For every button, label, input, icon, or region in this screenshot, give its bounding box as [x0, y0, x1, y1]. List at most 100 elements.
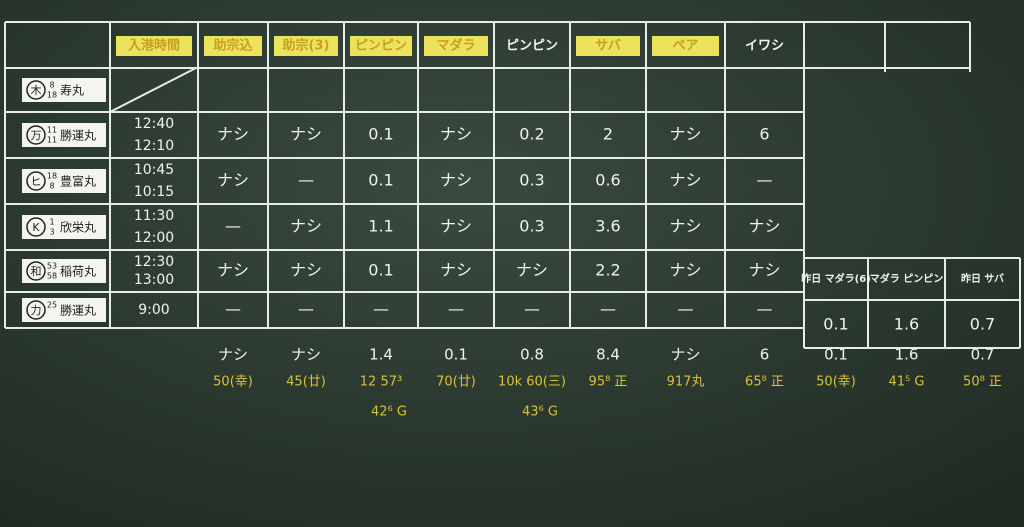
catch-value: ナシ	[516, 261, 548, 280]
ship-mark: ヒ	[31, 175, 42, 188]
arrival-time: 13:00	[134, 272, 174, 288]
price-value: 65⁸ 正	[745, 375, 784, 390]
catch-value: 0.3	[519, 217, 544, 236]
ship-mark: K	[32, 221, 40, 234]
ship-number-bottom: 58	[47, 272, 57, 281]
catch-value: 1.1	[368, 217, 393, 236]
catch-value: —	[298, 171, 314, 190]
ship-name: 豊富丸	[60, 175, 96, 189]
ship-number-top: 11	[47, 126, 57, 135]
header-label: 入港時間	[127, 38, 180, 54]
ship-name: 欣栄丸	[60, 221, 96, 235]
arrival-time: 12:30	[134, 254, 174, 270]
price-value: 95⁸ 正	[589, 375, 628, 390]
ship-label	[22, 169, 106, 193]
extra-header: マダラ ピンピン	[870, 272, 943, 285]
header-highlight	[652, 36, 719, 56]
ship-name: 勝運丸	[60, 128, 96, 143]
ship-mark-circle	[26, 125, 46, 145]
catch-value: —	[678, 300, 694, 319]
catch-value: 3.6	[595, 217, 620, 236]
catch-value: ナシ	[217, 171, 249, 190]
header-highlight	[274, 36, 338, 56]
arrival-time: 10:45	[134, 162, 174, 178]
catch-value: ナシ	[290, 125, 322, 144]
extra-value: 1.6	[894, 315, 919, 334]
ship-label	[22, 259, 106, 283]
catch-value: ナシ	[669, 217, 701, 236]
price-value: 917丸	[667, 375, 705, 390]
header-highlight	[204, 36, 262, 56]
ship-label	[22, 78, 106, 102]
catch-value: —	[225, 300, 241, 319]
catch-value: —	[448, 300, 464, 319]
catch-value: ナシ	[669, 125, 701, 144]
ship-number-top: 1	[49, 218, 54, 227]
price-value: 41⁵ G	[889, 375, 925, 390]
catch-value: 0.1	[368, 171, 393, 190]
catch-value: ナシ	[290, 261, 322, 280]
extra-header: 昨日 サバ	[961, 272, 1004, 285]
total-value: ナシ	[670, 346, 700, 364]
header-highlight	[424, 36, 488, 56]
header-label: ピンピン	[506, 39, 558, 54]
extra-value: 0.7	[970, 315, 995, 334]
ship-mark: 和	[31, 265, 42, 278]
ship-number-top: 53	[47, 262, 57, 271]
price-value: 50⁸ 正	[963, 375, 1002, 390]
ship-mark-circle	[26, 80, 46, 100]
header-highlight	[576, 36, 640, 56]
catch-value: ナシ	[669, 171, 701, 190]
arrival-time: 11:30	[134, 208, 174, 224]
arrival-time: 9:00	[138, 302, 169, 318]
catch-value: 2.2	[595, 261, 620, 280]
ship-name: 稲荷丸	[60, 265, 96, 279]
extra-header: 昨日 マダラ(6)	[801, 272, 871, 285]
header-label: イワシ	[745, 39, 784, 54]
catch-value: ナシ	[290, 217, 322, 236]
catch-value: —	[600, 300, 616, 319]
catch-value: —	[757, 300, 773, 319]
catch-value: ナシ	[748, 217, 780, 236]
ship-number-bottom: 3	[49, 228, 54, 237]
total-value: 1.6	[895, 346, 919, 364]
header-label: ペア	[672, 39, 698, 54]
total-value: ナシ	[218, 346, 248, 364]
ship-mark-circle	[26, 217, 46, 237]
extra-value: 0.1	[823, 315, 848, 334]
header-label: 助宗(3)	[283, 38, 330, 54]
ship-mark: 力	[31, 304, 42, 317]
ship-number-bottom: 8	[49, 182, 54, 191]
catch-value: ナシ	[440, 217, 472, 236]
catch-value: ナシ	[440, 261, 472, 280]
catch-value: 0.6	[595, 171, 620, 190]
ship-number-top: 18	[47, 172, 57, 181]
catch-value: ナシ	[440, 125, 472, 144]
catch-value: 0.3	[519, 171, 544, 190]
price-value: 50(幸)	[816, 375, 856, 390]
catch-value: 0.1	[368, 125, 393, 144]
ship-number-top: 8	[49, 81, 54, 90]
catch-value: ナシ	[440, 171, 472, 190]
price-value: 12 57³	[360, 375, 402, 390]
catch-value: ナシ	[669, 261, 701, 280]
price-value: 42⁶ G	[371, 405, 407, 420]
catch-value: —	[757, 171, 773, 190]
ship-number-top: 25	[47, 301, 57, 310]
arrival-time: 10:15	[134, 184, 174, 200]
total-value: 0.7	[971, 346, 995, 364]
header-highlight	[350, 36, 412, 56]
catch-value: —	[524, 300, 540, 319]
catch-value: ナシ	[217, 125, 249, 144]
header-label: ピンピン	[355, 39, 407, 54]
ship-label	[22, 215, 106, 239]
ship-label	[22, 298, 106, 322]
total-value: 8.4	[596, 346, 620, 364]
price-value: 10k 60(三)	[498, 375, 566, 390]
catch-value: —	[225, 217, 241, 236]
total-value: 6	[760, 346, 770, 364]
grid-line	[109, 67, 197, 113]
total-value: 0.8	[520, 346, 544, 364]
